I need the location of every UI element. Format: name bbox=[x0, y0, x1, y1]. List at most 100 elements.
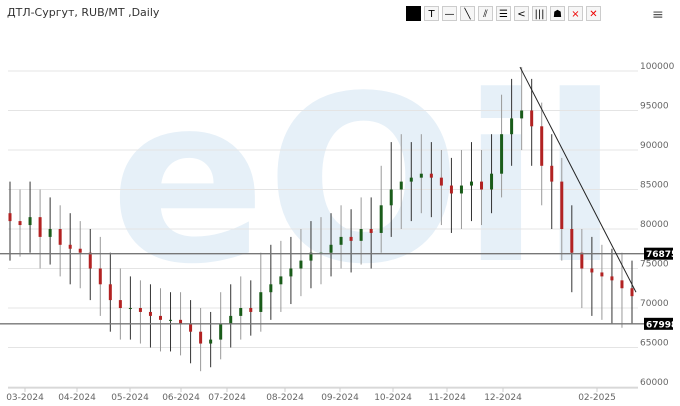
y-tick-label: 95000 bbox=[640, 102, 669, 112]
y-tick-label: 70000 bbox=[640, 299, 669, 309]
candle-body bbox=[580, 252, 584, 269]
x-tick-label: 07-2024 bbox=[208, 393, 246, 403]
x-tick-label: 08-2024 bbox=[266, 393, 304, 403]
candle-body bbox=[540, 126, 544, 166]
candle-body bbox=[349, 236, 353, 241]
stack-tool-button[interactable]: ☗ bbox=[550, 6, 565, 21]
candle-body bbox=[158, 315, 162, 320]
candle-body bbox=[359, 229, 363, 241]
delete-tool-button[interactable]: × bbox=[568, 6, 583, 21]
y-tick-label: 65000 bbox=[640, 339, 669, 349]
delete-all-tool-button[interactable]: ✕ bbox=[586, 6, 601, 21]
candle-body bbox=[229, 315, 233, 324]
candle-body bbox=[590, 268, 594, 273]
drawing-toolbar: T — ╲ ⫽ ☰ < ||| ☗ × ✕ bbox=[406, 6, 601, 21]
candle-body bbox=[459, 185, 463, 194]
text-tool-button[interactable]: T bbox=[424, 6, 439, 21]
y-tick-label: 100000 bbox=[640, 62, 675, 72]
candle-body bbox=[58, 229, 62, 245]
horizontal-line-tool-button[interactable]: — bbox=[442, 6, 457, 21]
candle-body bbox=[439, 177, 443, 186]
candle-body bbox=[550, 165, 554, 182]
x-tick-label: 06-2024 bbox=[162, 393, 200, 403]
candle-body bbox=[379, 205, 383, 233]
candle-body bbox=[419, 173, 423, 178]
candle-body bbox=[48, 229, 52, 237]
x-tick-label: 11-2024 bbox=[428, 393, 466, 403]
y-tick-label: 75000 bbox=[640, 260, 669, 270]
candle-body bbox=[219, 323, 223, 340]
vertical-lines-tool-button[interactable]: ||| bbox=[532, 6, 547, 21]
candle-body bbox=[18, 221, 22, 226]
y-tick-label: 85000 bbox=[640, 181, 669, 191]
y-tick-label: 80000 bbox=[640, 220, 669, 230]
candle-body bbox=[480, 181, 484, 190]
candle-body bbox=[309, 252, 313, 261]
candle-body bbox=[530, 110, 534, 127]
y-tick-label: 90000 bbox=[640, 141, 669, 151]
candle-body bbox=[630, 288, 634, 297]
x-tick-label: 10-2024 bbox=[374, 393, 412, 403]
candle-body bbox=[269, 284, 273, 293]
candle-body bbox=[8, 213, 12, 222]
candle-body bbox=[98, 268, 102, 285]
candle-body bbox=[399, 181, 403, 190]
candle-body bbox=[329, 244, 333, 253]
candle-body bbox=[259, 292, 263, 312]
fan-tool-button[interactable]: < bbox=[514, 6, 529, 21]
candle-body bbox=[490, 173, 494, 190]
candle-body bbox=[600, 272, 604, 277]
parallel-lines-tool-button[interactable]: ⫽ bbox=[478, 6, 493, 21]
candle-body bbox=[570, 229, 574, 253]
watermark-logo: eOil bbox=[110, 48, 619, 315]
chart-title: ДТЛ-Сургут, RUB/MT ,Daily bbox=[7, 6, 160, 19]
candle-body bbox=[299, 260, 303, 269]
y-tick-label: 60000 bbox=[640, 378, 669, 388]
candle-body bbox=[449, 185, 453, 194]
candle-body bbox=[148, 311, 152, 316]
level-tag-label: 67998 bbox=[646, 320, 677, 330]
level-tag bbox=[644, 247, 673, 260]
candle-body bbox=[510, 118, 514, 135]
candle-body bbox=[28, 217, 32, 226]
candle-body bbox=[118, 300, 122, 308]
color-swatch-button[interactable] bbox=[406, 6, 421, 21]
candle-body bbox=[179, 319, 183, 324]
candle-body bbox=[88, 252, 92, 269]
candle-body bbox=[249, 308, 253, 312]
candle-body bbox=[560, 181, 564, 229]
candle-body bbox=[409, 177, 413, 182]
x-tick-label: 03-2024 bbox=[6, 393, 44, 403]
x-tick-label: 02-2025 bbox=[578, 393, 616, 403]
horizontal-lines-tool-button[interactable]: ☰ bbox=[496, 6, 511, 21]
candle-body bbox=[369, 229, 373, 233]
candle-body bbox=[610, 276, 614, 281]
candle-body bbox=[289, 268, 293, 277]
candle-body bbox=[38, 217, 42, 237]
candle-body bbox=[189, 323, 193, 332]
level-tag bbox=[644, 317, 673, 330]
candle-body bbox=[429, 173, 433, 178]
candle-body bbox=[78, 248, 82, 253]
candle-body bbox=[128, 308, 132, 309]
candle-body bbox=[169, 319, 173, 321]
trend-line-tool-button[interactable]: ╲ bbox=[460, 6, 475, 21]
candle-body bbox=[68, 244, 72, 249]
x-tick-label: 09-2024 bbox=[321, 393, 359, 403]
candle-body bbox=[138, 308, 142, 312]
candle-body bbox=[389, 189, 393, 206]
hamburger-icon[interactable]: ≡ bbox=[652, 7, 664, 23]
x-tick-label: 05-2024 bbox=[111, 393, 149, 403]
x-tick-label: 04-2024 bbox=[58, 393, 96, 403]
candle-body bbox=[239, 308, 243, 316]
candle-body bbox=[500, 134, 504, 174]
x-tick-label: 12-2024 bbox=[484, 393, 522, 403]
trend-line bbox=[519, 66, 637, 293]
candle-body bbox=[339, 236, 343, 245]
candle-body bbox=[469, 181, 473, 186]
candle-body bbox=[199, 331, 203, 344]
candle-body bbox=[209, 339, 213, 344]
level-tag-label: 76875 bbox=[646, 250, 677, 260]
